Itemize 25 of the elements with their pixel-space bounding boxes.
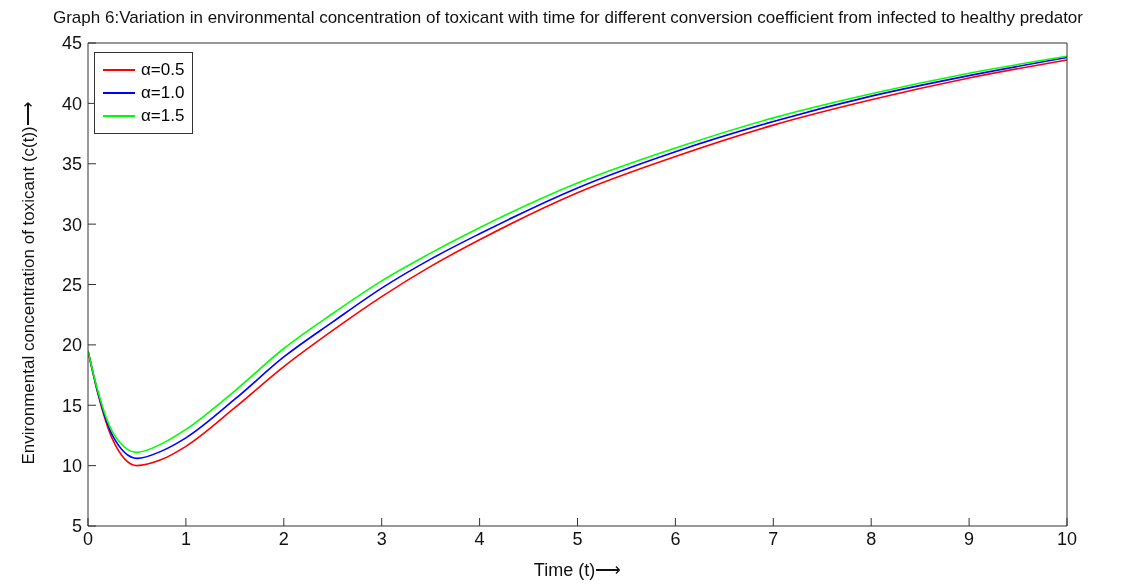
x-tick-label: 8 [866,528,877,549]
y-tick-label: 35 [61,154,82,175]
y-tick-label: 45 [61,33,82,54]
y-tick-label: 15 [61,395,82,416]
y-tick-label: 20 [61,335,82,356]
x-tick-label: 1 [180,528,191,549]
x-tick-label: 5 [572,528,583,549]
x-tick-label: 4 [474,528,485,549]
chart-title: Graph 6:Variation in environmental concentration of toxicant with time for different conversion coefficient from infected to healthy predator [52,8,1084,28]
x-tick-label: 10 [1056,528,1078,549]
x-tick-label: 9 [964,528,975,549]
x-tick-label: 6 [670,528,681,549]
x-tick-label: 3 [376,528,387,549]
x-tick-label: 0 [82,528,94,549]
legend-label: α=0.5 [141,60,185,80]
y-tick-label: 40 [61,93,82,114]
y-tick-label: 10 [61,456,82,477]
legend-label: α=1.0 [141,83,185,103]
legend-label: α=1.5 [141,106,185,126]
y-axis-title: Environmental concentration of toxicant (c(t))⟶ [19,102,39,465]
x-axis-title: Time (t)⟶ [533,560,622,580]
y-tick-label: 25 [61,274,82,295]
x-tick-label: 7 [768,528,779,549]
y-tick-label: 30 [61,214,82,235]
x-tick-label: 2 [278,528,289,549]
